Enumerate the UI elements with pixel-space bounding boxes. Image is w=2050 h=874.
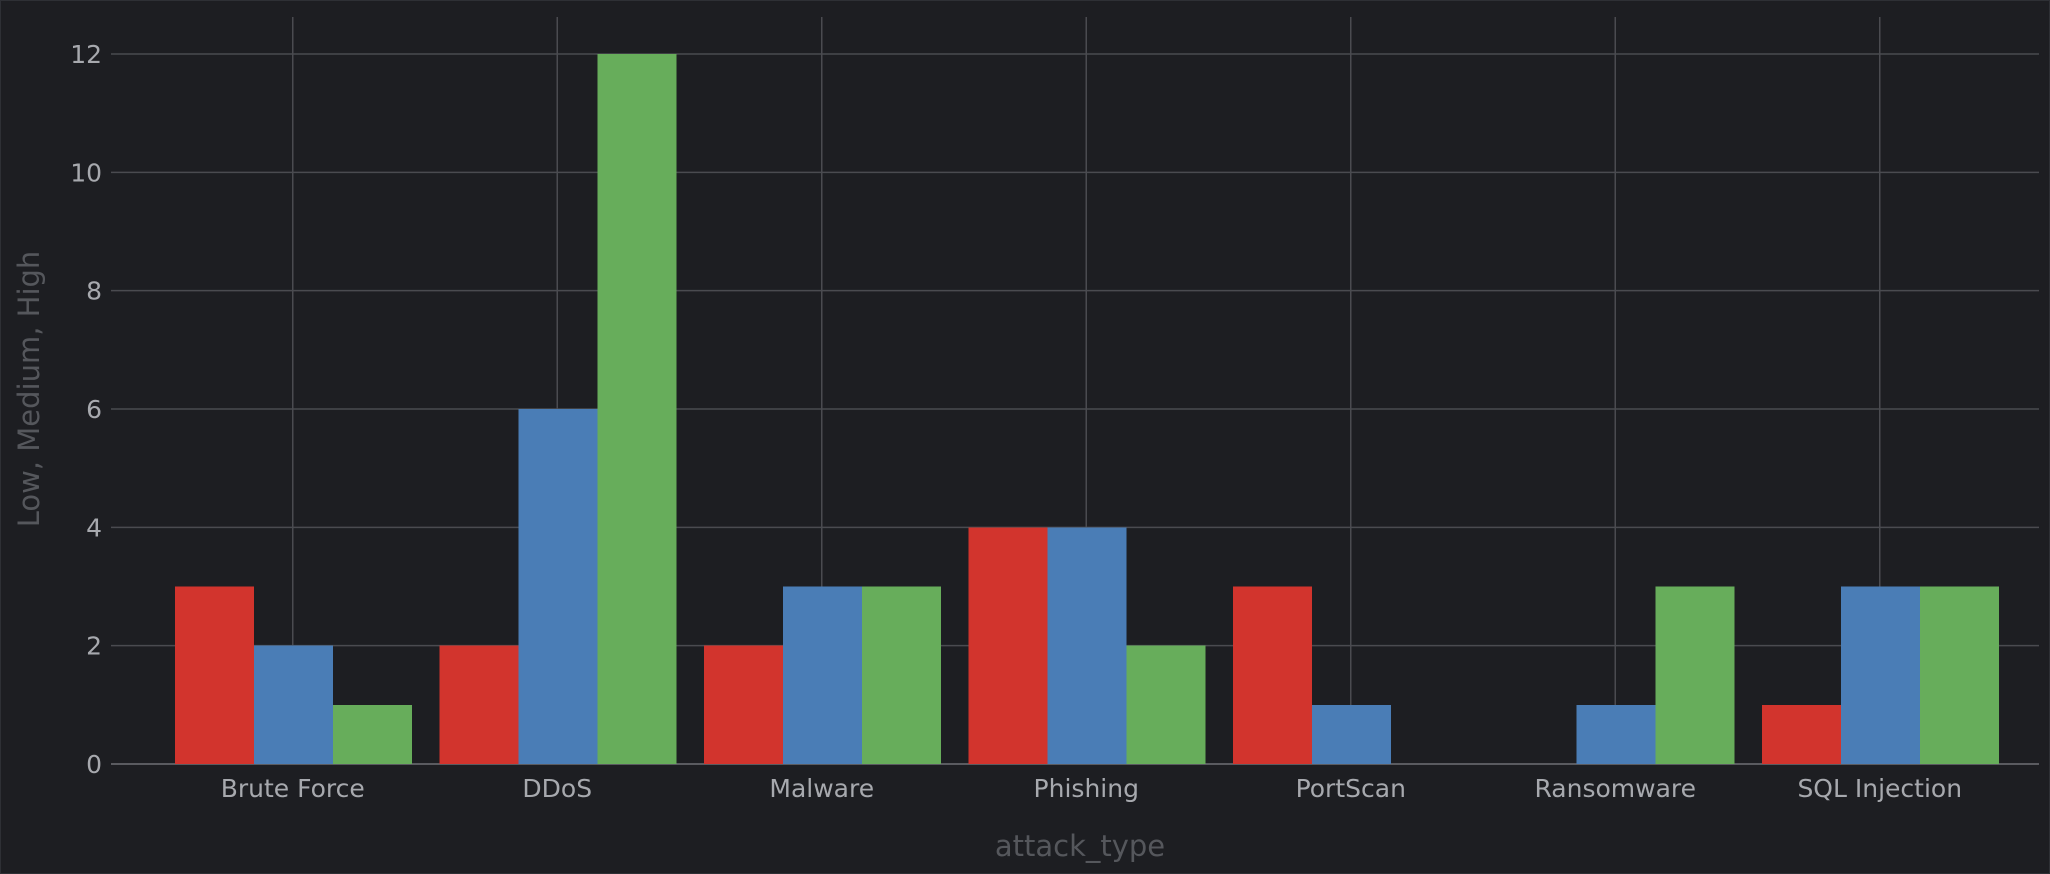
x-tick-label-5: Ransomware bbox=[1534, 774, 1696, 803]
bar-sql-injection-s3 bbox=[1919, 586, 1999, 764]
bar-phishing-s3 bbox=[1126, 645, 1206, 764]
x-tick-label-1: DDoS bbox=[522, 774, 592, 803]
bar-brute-force-s3 bbox=[332, 704, 412, 764]
bar-ddos-s3 bbox=[597, 54, 677, 764]
bar-malware-s3 bbox=[861, 586, 941, 764]
bar-ddos-s1 bbox=[439, 645, 519, 764]
bar-ddos-s2 bbox=[518, 409, 598, 764]
bar-brute-force-s2 bbox=[253, 645, 333, 764]
x-tick-label-4: PortScan bbox=[1296, 774, 1406, 803]
y-tick-label-2: 2 bbox=[86, 632, 102, 661]
x-axis-title: attack_type bbox=[995, 829, 1165, 863]
bar-brute-force-s1 bbox=[174, 586, 254, 764]
x-tick-label-3: Phishing bbox=[1034, 774, 1139, 803]
bar-phishing-s2 bbox=[1047, 527, 1127, 764]
bar-malware-s2 bbox=[782, 586, 862, 764]
bar-portscan-s2 bbox=[1311, 704, 1391, 764]
y-tick-label-10: 10 bbox=[70, 158, 102, 187]
bar-phishing-s1 bbox=[968, 527, 1048, 764]
bar-ransomware-s2 bbox=[1576, 704, 1656, 764]
y-axis-title: Low, Medium, High bbox=[12, 251, 46, 528]
bar-sql-injection-s1 bbox=[1761, 704, 1841, 764]
bar-sql-injection-s2 bbox=[1840, 586, 1920, 764]
y-tick-label-4: 4 bbox=[86, 513, 102, 542]
bar-portscan-s1 bbox=[1232, 586, 1312, 764]
bar-malware-s1 bbox=[703, 645, 783, 764]
ticks-layer: 0 2 4 6 8 10 12 Brute Force DDoS Malware Phishing P… bbox=[70, 40, 1962, 803]
bar-ransomware-s3 bbox=[1655, 586, 1735, 764]
y-tick-label-0: 0 bbox=[86, 750, 102, 779]
x-tick-label-0: Brute Force bbox=[221, 774, 365, 803]
x-tick-label-2: Malware bbox=[769, 774, 874, 803]
y-tick-label-12: 12 bbox=[70, 40, 102, 69]
bars-layer bbox=[174, 54, 1999, 764]
y-tick-label-6: 6 bbox=[86, 395, 102, 424]
x-tick-label-6: SQL Injection bbox=[1797, 774, 1962, 803]
y-tick-label-8: 8 bbox=[86, 277, 102, 306]
